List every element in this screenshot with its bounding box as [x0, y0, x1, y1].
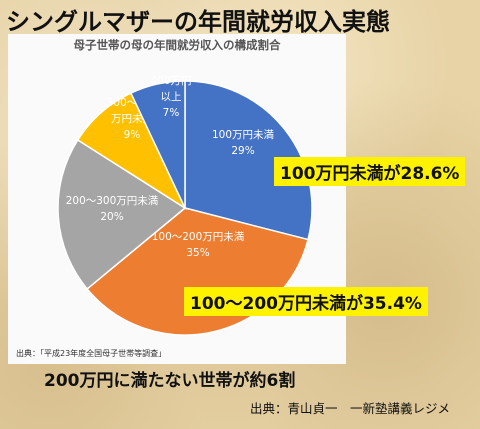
footer-source: 出典：青山貞一 一新塾講義レジメ — [250, 401, 451, 416]
slice-label: 200～300万円未満 20% — [66, 195, 159, 223]
chart-title: 母子世帯の母の年間就労収入の構成割合 — [73, 38, 281, 52]
conclusion-text: 200万円に満たない世帯が約6割 — [44, 371, 296, 391]
slice-label: 400万円以上 7% — [150, 75, 191, 119]
pie-slice — [129, 80, 186, 209]
page-title: シングルマザーの年間就労収入実態 — [6, 8, 390, 36]
slice-label: 100万円未満 29% — [212, 129, 275, 157]
pie-slice — [57, 138, 187, 291]
chart-source: 出典：「平成23年度全国母子世帯等調査」 — [16, 349, 167, 358]
callout-100-200: 100～200万円未満が35.4% — [184, 287, 428, 316]
pie-slice — [184, 80, 313, 241]
callout-under-100: 100万円未満が28.6% — [274, 157, 466, 186]
slice-label: 100～200万円未満 35% — [152, 231, 245, 259]
